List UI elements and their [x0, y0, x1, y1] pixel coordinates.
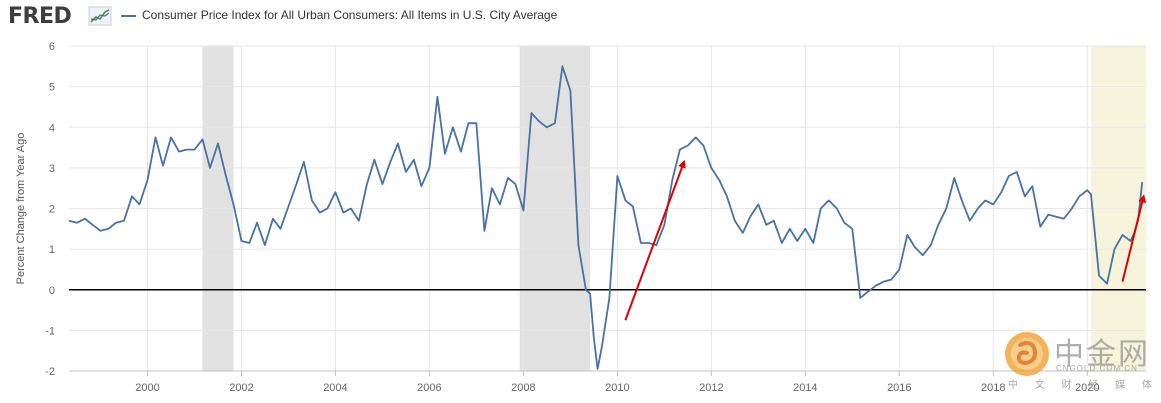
x-tick-label: 2010: [605, 382, 629, 394]
legend-series-swatch: [121, 15, 136, 17]
y-tick-label: -2: [45, 366, 55, 378]
x-tick-label: 2016: [887, 382, 911, 394]
y-tick-label: 1: [49, 244, 55, 256]
y-tick-label: 3: [49, 163, 55, 175]
x-tick-label: 2018: [981, 382, 1005, 394]
watermark-url: CNGOLD.COM.CN: [1056, 364, 1138, 373]
y-tick-label: 2: [49, 204, 55, 216]
x-tick-label: 2004: [323, 382, 347, 394]
cngold-coin-logo-icon: [1005, 332, 1049, 376]
series-line-0: [68, 65, 1144, 370]
fred-line-chart-icon: [88, 6, 112, 26]
annotation-arrow-0: [624, 159, 686, 321]
y-axis-label: Percent Change from Year Ago: [15, 133, 27, 285]
x-tick-label: 2000: [135, 382, 159, 394]
cngold-watermark: 中金网 CNGOLD.COM.CN 中 文 财 经 媒 体: [998, 325, 1160, 403]
legend-series-label[interactable]: Consumer Price Index for All Urban Consu…: [142, 8, 558, 22]
y-tick-label: 5: [49, 82, 55, 94]
x-tick-label: 2014: [793, 382, 817, 394]
x-tick-label: 2012: [699, 382, 723, 394]
y-tick-label: 0: [49, 285, 55, 297]
watermark-subtitle: 中 文 财 经 媒 体: [1008, 380, 1159, 391]
watermark-logo-text: 中金网: [1054, 337, 1150, 372]
x-tick-label: 2020: [1075, 382, 1099, 394]
fred-logo[interactable]: FRED: [8, 4, 72, 29]
annotation-arrow-1: [1121, 194, 1147, 282]
y-tick-label: 6: [49, 41, 55, 53]
chart-header: FRED Consumer Price Index for All Urban …: [0, 0, 1161, 34]
y-tick-label: -1: [45, 325, 55, 337]
x-tick-label: 2002: [229, 382, 253, 394]
y-tick-label: 4: [49, 122, 55, 134]
x-tick-label: 2006: [417, 382, 441, 394]
x-tick-label: 2008: [511, 382, 535, 394]
